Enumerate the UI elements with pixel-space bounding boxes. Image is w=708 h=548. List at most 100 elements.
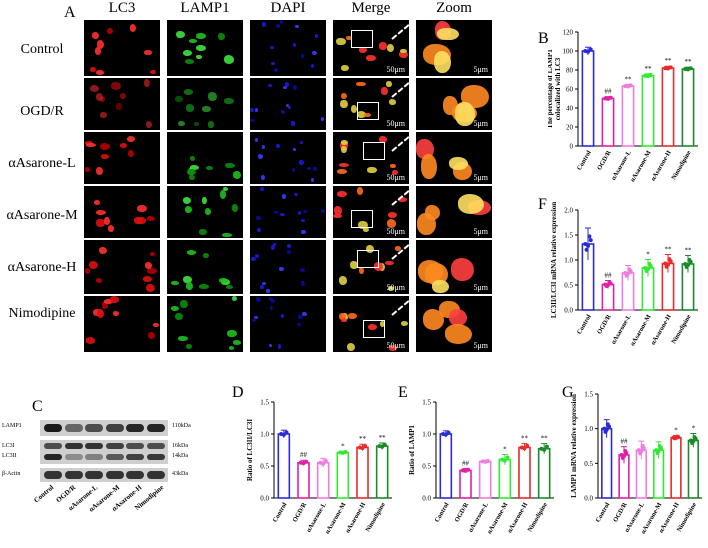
data-point xyxy=(667,257,672,262)
cell xyxy=(208,92,217,102)
data-point xyxy=(485,459,490,464)
micrograph-tile: 5μm xyxy=(416,240,492,294)
blot-band xyxy=(126,443,144,449)
micrograph-tile xyxy=(250,20,326,76)
scale-bar-label: 5μm xyxy=(473,173,488,182)
x-tick-label: OGD/R xyxy=(596,313,613,335)
scale-bar-label: 50μm xyxy=(386,119,405,128)
scale-bar-label: 5μm xyxy=(473,341,488,350)
micrograph-tile: 50μm xyxy=(333,296,409,352)
micrograph-tile: 5μm xyxy=(416,186,492,238)
blot-band xyxy=(64,443,83,449)
cell xyxy=(254,108,259,113)
micrograph-tile: 50μm xyxy=(333,186,409,238)
cell xyxy=(222,232,232,237)
micrograph-tile: 5μm xyxy=(416,296,492,352)
cell xyxy=(357,186,364,195)
cell xyxy=(448,156,469,171)
scale-bar-label: 50μm xyxy=(386,283,405,292)
y-axis-label: Ratio of LC3II/LC3I xyxy=(246,419,254,482)
cell xyxy=(266,288,270,294)
data-point xyxy=(627,267,632,272)
cell xyxy=(104,299,114,304)
cell xyxy=(201,196,208,205)
blot-label-lamp1: LAMP1 xyxy=(2,423,22,429)
cell xyxy=(186,343,193,349)
y-tick-label: 1.5 xyxy=(422,399,431,407)
cell xyxy=(260,187,264,192)
cell xyxy=(95,47,102,55)
cell xyxy=(399,48,408,54)
y-tick-label: 1.0 xyxy=(260,431,269,439)
scale-bar-label: 5μm xyxy=(473,119,488,128)
blot-band xyxy=(105,454,124,460)
cell xyxy=(143,79,150,87)
data-point xyxy=(522,446,527,451)
data-point xyxy=(343,450,348,455)
y-tick-label: 0.0 xyxy=(260,495,269,503)
cell xyxy=(258,154,263,160)
cell xyxy=(225,162,236,169)
cell xyxy=(91,32,100,39)
cell xyxy=(107,224,115,232)
cell xyxy=(271,299,275,304)
data-point xyxy=(588,47,593,52)
column-header-lamp1: LAMP1 xyxy=(180,0,230,16)
significance-label: ** xyxy=(665,246,673,254)
cell xyxy=(338,276,348,286)
cell xyxy=(339,141,348,150)
roi-box xyxy=(357,250,379,268)
blot-mw-lamp1: 110kDa xyxy=(172,423,191,429)
cell xyxy=(204,207,212,215)
cell xyxy=(171,280,180,286)
cell xyxy=(278,266,284,272)
cell xyxy=(340,99,348,108)
cell xyxy=(119,93,126,100)
cell xyxy=(129,23,137,32)
micrograph-tile xyxy=(250,240,326,294)
blot-band xyxy=(146,424,165,432)
significance-label: ## xyxy=(462,460,470,468)
cell xyxy=(222,187,229,192)
blot-band xyxy=(64,454,83,460)
micrograph-tile xyxy=(167,78,243,130)
cell xyxy=(95,167,103,175)
cell xyxy=(182,276,192,284)
cell xyxy=(337,190,347,197)
cell xyxy=(339,162,350,167)
roi-box xyxy=(351,30,373,48)
cell xyxy=(149,70,156,75)
cell xyxy=(320,209,326,213)
cell xyxy=(143,276,152,282)
cell xyxy=(379,41,387,51)
bar xyxy=(277,433,291,499)
cell xyxy=(175,95,184,103)
significance-label: ## xyxy=(605,272,613,280)
cell xyxy=(285,82,290,87)
data-point xyxy=(657,444,662,449)
x-tick-label: Nimodipine xyxy=(527,501,549,533)
cell xyxy=(96,210,106,215)
cell xyxy=(231,296,237,302)
cell xyxy=(96,278,102,283)
cell xyxy=(364,112,371,117)
cell xyxy=(259,284,265,289)
cell xyxy=(367,166,377,174)
significance-label: * xyxy=(503,445,507,453)
cell xyxy=(386,81,392,88)
y-tick-label: 2.0 xyxy=(564,207,573,215)
micrograph-tile: 5μm xyxy=(416,20,492,76)
cell xyxy=(225,285,234,290)
cell xyxy=(93,200,101,205)
cell xyxy=(384,260,394,265)
micrograph-tile xyxy=(84,78,160,130)
cell xyxy=(267,83,272,87)
cell xyxy=(310,63,314,68)
cell xyxy=(281,110,285,115)
chart-b-lamp1-colocalization: 0 20 40 60 80 100 120 The percentage of LAMP1co… xyxy=(548,29,698,183)
data-point xyxy=(586,243,590,248)
cell xyxy=(256,297,262,302)
bar xyxy=(297,462,310,499)
cell xyxy=(379,136,387,143)
micrograph-tile: 5μm xyxy=(416,132,492,184)
